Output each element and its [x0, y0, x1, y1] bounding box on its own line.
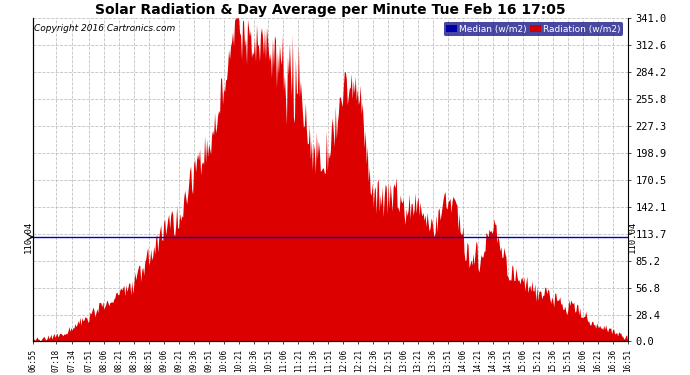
Title: Solar Radiation & Day Average per Minute Tue Feb 16 17:05: Solar Radiation & Day Average per Minute…	[95, 3, 566, 17]
Text: Copyright 2016 Cartronics.com: Copyright 2016 Cartronics.com	[34, 24, 175, 33]
Legend: Median (w/m2), Radiation (w/m2): Median (w/m2), Radiation (w/m2)	[444, 22, 623, 36]
Text: 110.04: 110.04	[628, 221, 638, 253]
Text: 110.04: 110.04	[23, 221, 32, 253]
